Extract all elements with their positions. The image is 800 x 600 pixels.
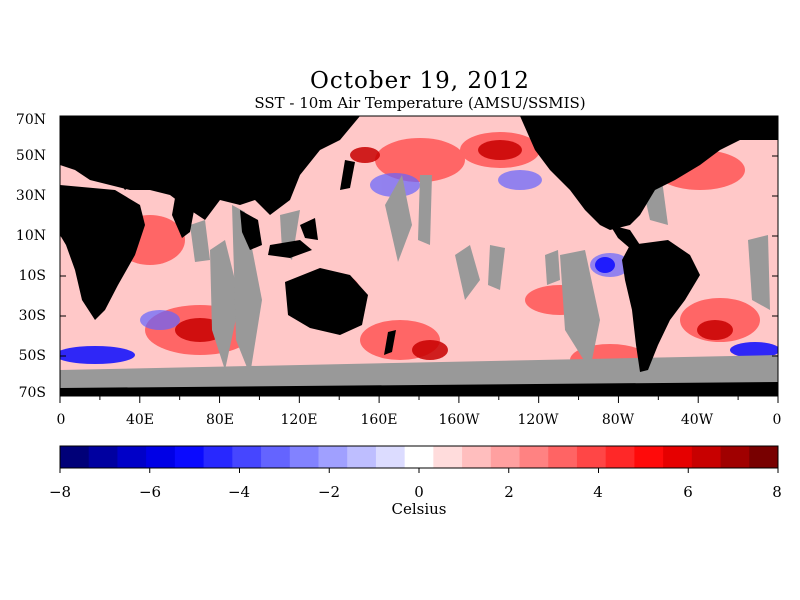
colorbar-swatch — [232, 446, 262, 468]
strong-cool-regions — [60, 257, 778, 364]
lon-label-160e: 160E — [360, 412, 398, 428]
colorbar-swatch — [691, 446, 722, 468]
colorbar-label-4: 4 — [593, 483, 603, 501]
colorbar — [60, 446, 779, 468]
latitude-ticks — [60, 115, 778, 397]
colorbar-swatch — [605, 446, 635, 468]
colorbar-swatch — [663, 446, 693, 468]
lon-label-40w: 40W — [680, 412, 714, 428]
lat-label-70n: 70N — [15, 112, 46, 128]
colorbar-swatch — [347, 446, 377, 468]
colorbar-swatch — [433, 446, 463, 468]
colorbar-swatch — [462, 446, 492, 468]
colorbar-label-2: 2 — [504, 483, 514, 501]
lat-label-10n: 10N — [15, 228, 46, 244]
colorbar-swatch — [720, 446, 750, 468]
colorbar-swatch — [117, 446, 147, 468]
anomaly-field — [60, 116, 778, 396]
colorbar-swatch — [490, 446, 521, 468]
lat-label-30n: 30N — [15, 188, 46, 204]
lat-label-50s: 50S — [18, 348, 46, 364]
lon-label-40e: 40E — [125, 412, 155, 428]
colorbar-swatch — [174, 446, 205, 468]
colorbar-swatch — [60, 446, 90, 468]
colorbar-swatch — [749, 446, 779, 468]
land-masses — [60, 116, 778, 396]
longitude-ticks — [59, 396, 779, 403]
lat-label-70s: 70S — [18, 385, 46, 401]
lon-label-0-east: 0 — [772, 412, 782, 428]
colorbar-label-0: 0 — [414, 483, 424, 501]
colorbar-label-neg2: −2 — [317, 483, 341, 501]
colorbar-swatch — [289, 446, 319, 468]
lon-label-80e: 80E — [205, 412, 235, 428]
map-title: October 19, 2012 — [310, 68, 530, 94]
lat-label-30s: 30S — [18, 308, 46, 324]
lon-label-0: 0 — [56, 412, 66, 428]
colorbar-swatch — [548, 446, 578, 468]
colorbar-swatch — [88, 446, 118, 468]
lon-label-120w: 120W — [517, 412, 559, 428]
lat-label-10s: 10S — [18, 268, 46, 284]
lon-label-80w: 80W — [601, 412, 635, 428]
colorbar-swatch — [146, 446, 176, 468]
colorbar-ticks — [59, 468, 779, 473]
lat-label-50n: 50N — [15, 148, 46, 164]
lon-label-160w: 160W — [438, 412, 480, 428]
colorbar-label-8: 8 — [772, 483, 782, 501]
colorbar-label-neg4: −4 — [227, 483, 251, 501]
map-subtitle: SST - 10m Air Temperature (AMSU/SSMIS) — [254, 94, 586, 112]
colorbar-swatch — [318, 446, 348, 468]
colorbar-unit: Celsius — [391, 500, 447, 518]
colorbar-label-neg8: −8 — [48, 483, 72, 501]
colorbar-swatch — [634, 446, 664, 468]
colorbar-label-neg6: −6 — [138, 483, 162, 501]
colorbar-swatch — [261, 446, 291, 468]
lon-label-120e: 120E — [280, 412, 318, 428]
colorbar-swatch — [203, 446, 233, 468]
colorbar-swatch — [576, 446, 607, 468]
colorbar-swatch — [404, 446, 434, 468]
colorbar-label-6: 6 — [683, 483, 693, 501]
colorbar-swatch — [519, 446, 549, 468]
colorbar-swatch — [375, 446, 406, 468]
